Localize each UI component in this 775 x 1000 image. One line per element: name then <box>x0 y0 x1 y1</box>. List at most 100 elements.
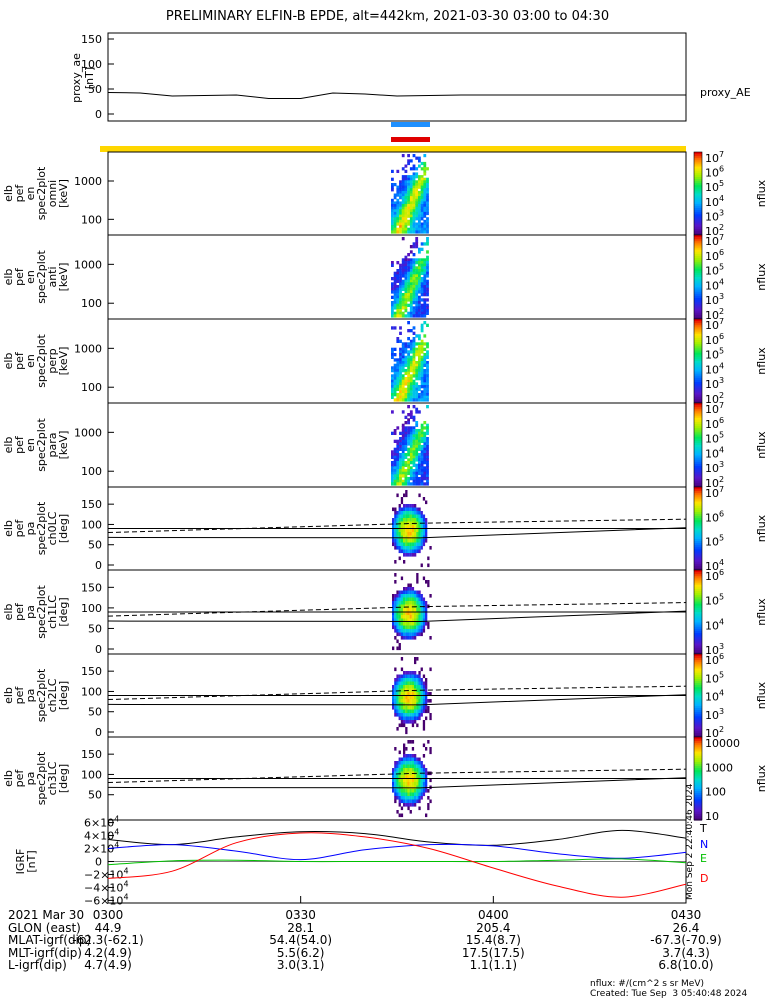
pa-cell <box>416 799 419 804</box>
spectrogram-cell <box>407 175 410 179</box>
spectrogram-cell <box>418 479 421 483</box>
spectrogram-cell <box>420 366 424 370</box>
spectrogram-cell <box>404 301 408 305</box>
spectrogram-cell <box>401 285 405 289</box>
colorbar-step <box>694 737 702 740</box>
spectrogram-cell <box>412 369 416 373</box>
spectrogram-cell <box>423 434 427 438</box>
x-row-value: -62.3(-62.1) <box>72 933 144 947</box>
spectrogram-cell <box>396 211 400 216</box>
pa-cell <box>396 518 399 522</box>
y-axis-label-line: spec2plot <box>35 501 48 555</box>
pa-cell <box>398 678 401 682</box>
pa-cell <box>398 792 401 797</box>
colorbar-tick-label: 107 <box>705 233 724 248</box>
y-tick-label: 100 <box>81 213 102 226</box>
colorbar-step <box>694 557 702 561</box>
spectrogram-cell <box>407 161 410 166</box>
y-axis-label-line: ch0LC <box>46 511 59 545</box>
spectrogram-cell <box>404 393 408 397</box>
pa-cell <box>403 528 406 533</box>
pa-cell <box>405 702 408 707</box>
spectrogram-cell <box>423 445 427 449</box>
spectrogram-cell <box>420 209 424 213</box>
pa-cell <box>407 535 410 540</box>
pa-cell <box>414 764 417 769</box>
spectrogram-cell <box>393 222 397 226</box>
spectrogram-cell <box>412 274 416 278</box>
spectrogram-cell <box>423 321 427 325</box>
colorbar-step <box>694 222 702 226</box>
pa-cell <box>416 757 419 762</box>
pa-cell <box>392 528 395 533</box>
pa-cell <box>414 632 417 637</box>
pa-cell <box>427 806 430 811</box>
spectrogram-cell <box>393 374 397 378</box>
colorbar-step <box>694 753 702 757</box>
pa-cell <box>427 583 430 588</box>
spectrogram-cell <box>420 471 424 475</box>
colorbar-step <box>694 549 702 552</box>
spectrogram-cell <box>401 387 405 391</box>
spectrogram-cell <box>418 196 421 200</box>
spectrogram-cell <box>426 445 429 449</box>
pa-cell <box>414 625 417 630</box>
spectrogram-cell <box>420 211 424 216</box>
colorbar-step <box>694 260 702 263</box>
spectrogram-cell <box>418 463 421 467</box>
pa-cell <box>416 723 419 728</box>
spectrogram-cell <box>412 395 416 399</box>
colorbar-step <box>694 176 702 180</box>
pa-cell <box>414 504 417 508</box>
pa-cell <box>398 688 401 693</box>
pa-cell <box>409 528 412 533</box>
spectrogram-cell <box>407 206 410 210</box>
pa-cell <box>414 608 417 612</box>
spectrogram-cell <box>415 193 419 197</box>
spectrogram-cell <box>404 295 408 299</box>
spectrogram-cell <box>401 274 405 278</box>
spectrogram-cell <box>415 306 419 310</box>
spectrogram-cell <box>391 204 394 208</box>
colorbar-step <box>694 774 702 778</box>
pa-cell <box>420 563 423 568</box>
colorbar-step <box>694 214 702 217</box>
pa-cell <box>409 699 412 703</box>
colorbar-step <box>694 342 702 345</box>
spectrogram-cell <box>415 450 419 454</box>
spectrogram-cell <box>407 377 410 381</box>
pa-cell <box>396 775 399 779</box>
spectrogram-cell <box>407 361 410 365</box>
spectrogram-cell <box>399 466 402 470</box>
spectrogram-cell <box>404 277 408 281</box>
pa-cell <box>416 764 419 769</box>
pa-cell <box>398 625 401 630</box>
spectrogram-cell <box>396 366 400 370</box>
spectrogram-cell <box>423 183 427 187</box>
spectrogram-cell <box>426 188 429 192</box>
colorbar-step <box>694 793 702 796</box>
x-axis <box>107 896 687 903</box>
pa-cell <box>414 720 417 724</box>
pa-cell <box>409 761 412 765</box>
spectrogram-cell <box>426 204 429 208</box>
spectrogram-cell <box>409 188 413 192</box>
pa-cell <box>398 699 401 703</box>
pa-cell <box>403 622 406 626</box>
y-axis-label-line: pa <box>24 522 37 536</box>
spectrogram-cell <box>415 180 419 184</box>
spectrogram-cell <box>423 211 427 216</box>
pa-cell <box>403 608 406 612</box>
pa-cell <box>403 493 406 498</box>
pa-cell <box>407 792 410 797</box>
pa-cell <box>407 803 410 807</box>
colorbar-step <box>694 243 702 247</box>
pa-cell <box>416 521 419 526</box>
pa-cell <box>405 799 408 804</box>
spectrogram-cell <box>426 237 429 241</box>
colorbar-step <box>694 160 702 163</box>
spectrogram-cell <box>409 474 413 478</box>
pa-cell <box>411 604 415 609</box>
colorbar-tick-label: 104 <box>705 361 724 376</box>
colorbar-step <box>694 772 702 775</box>
